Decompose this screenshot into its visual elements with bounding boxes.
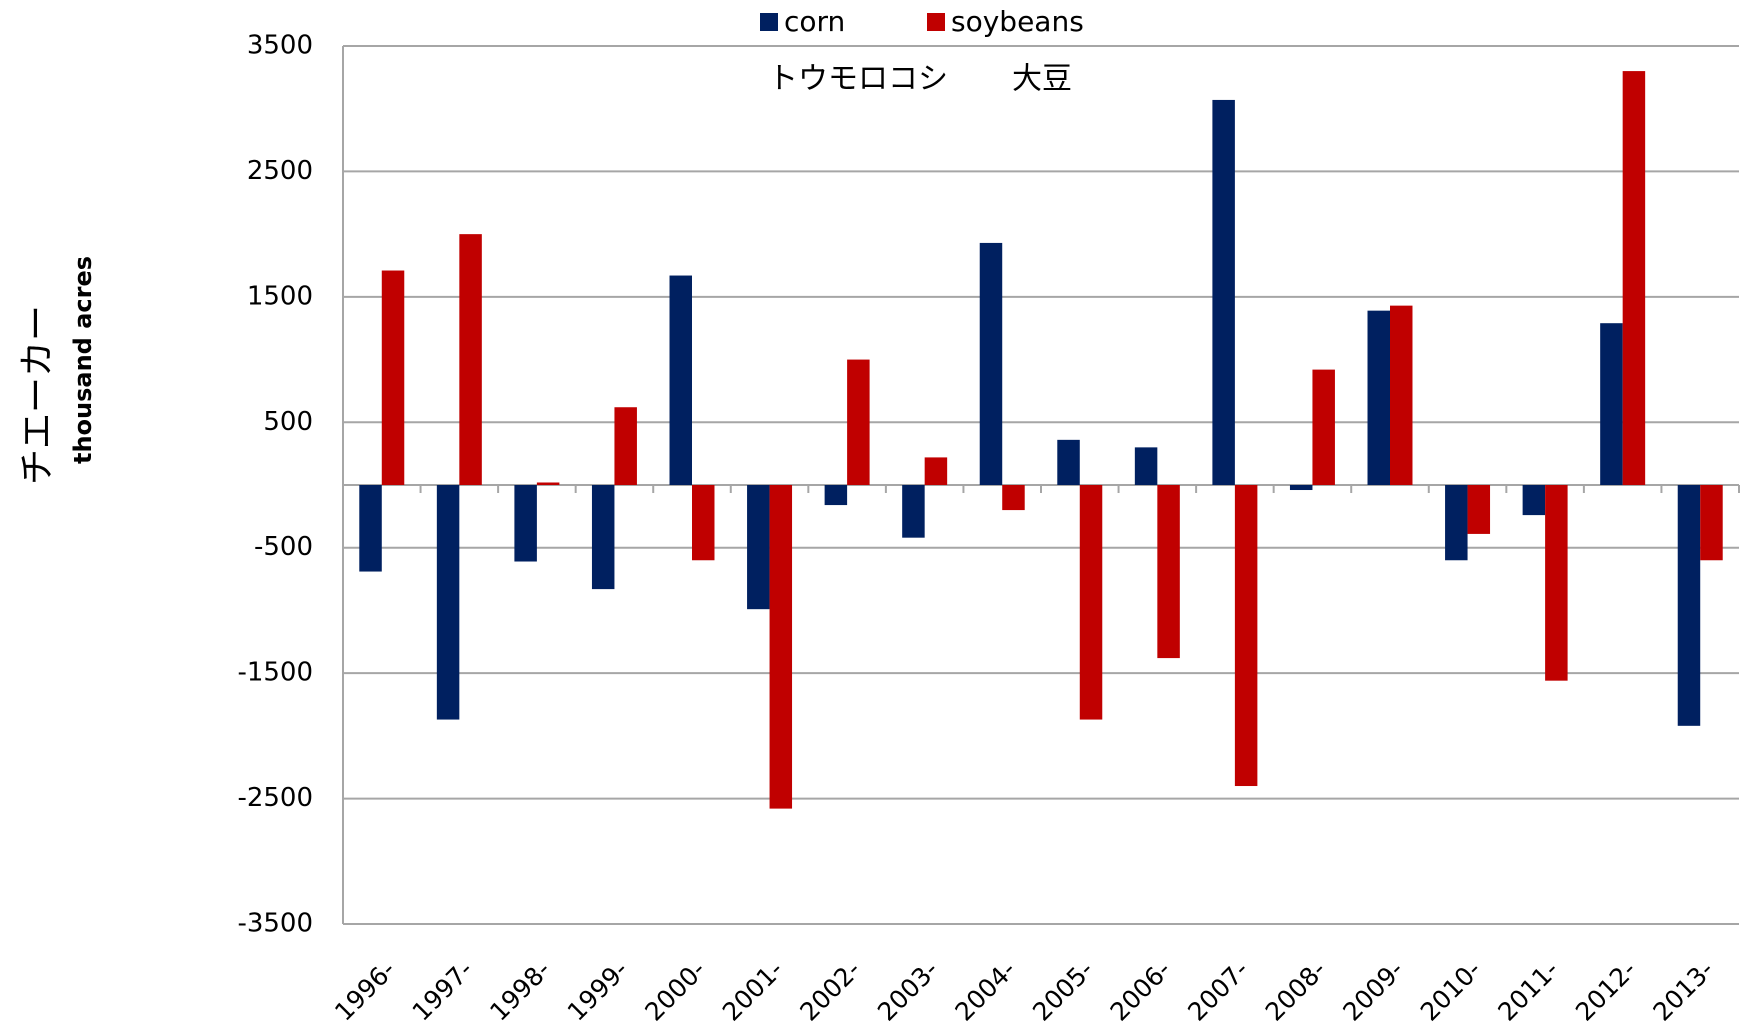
x-tick-label: 2002- [794, 955, 866, 1027]
x-tick-label: 2013- [1648, 955, 1720, 1027]
x-tick-label: 2001- [717, 955, 789, 1027]
bar [1522, 485, 1546, 516]
bar [1212, 99, 1235, 485]
bar [614, 407, 637, 485]
bar [514, 485, 537, 562]
x-tick-label: 2005- [1027, 955, 1099, 1027]
bar [1390, 305, 1413, 485]
bar [979, 242, 1003, 485]
x-tick-label: 2008- [1260, 955, 1332, 1027]
bar [1057, 439, 1080, 485]
x-tick-label: 1996- [329, 955, 401, 1027]
bar [902, 485, 925, 538]
bar [1002, 485, 1025, 511]
x-tick-label: 2009- [1337, 955, 1409, 1027]
bar [436, 485, 460, 720]
y-tick-label: -1500 [237, 658, 313, 688]
bar [692, 485, 715, 561]
bar [536, 482, 560, 485]
bar [1289, 485, 1313, 491]
legend-swatch [927, 13, 945, 31]
bar [1079, 485, 1103, 720]
y-tick-label: -3500 [237, 909, 313, 939]
bar [1545, 485, 1568, 681]
bar [1157, 485, 1180, 659]
bar [459, 234, 482, 485]
y-axis-sublabel: thousand acres [69, 256, 97, 464]
x-tick-label: 2000- [639, 955, 711, 1027]
x-tick-label: 2011- [1492, 955, 1564, 1027]
legend-label: soybeans [951, 5, 1084, 38]
y-tick-label: -500 [254, 532, 313, 562]
bar [1367, 310, 1390, 485]
x-tick-label: 2007- [1182, 955, 1254, 1027]
y-axis-label: チエーカー [17, 305, 58, 485]
bar [669, 275, 692, 485]
annotation: トウモロコシ [768, 62, 948, 97]
y-tick-label: 3500 [247, 31, 313, 61]
bar [847, 359, 870, 485]
bar [1312, 369, 1335, 485]
bar [359, 485, 382, 572]
x-tick-label: 2004- [950, 955, 1022, 1027]
bar [1600, 323, 1623, 485]
bar [769, 485, 793, 809]
bar [1622, 71, 1646, 485]
bar [824, 485, 848, 506]
bar [1445, 485, 1468, 561]
bar [1134, 447, 1158, 485]
bar [1234, 485, 1258, 787]
bar [1467, 485, 1491, 534]
x-tick-label: 1997- [407, 955, 479, 1027]
legend-swatch [760, 13, 778, 31]
x-tick-label: 2003- [872, 955, 944, 1027]
legend-label: corn [784, 5, 845, 38]
bar [381, 270, 405, 485]
x-tick-label: 1998- [484, 955, 556, 1027]
y-tick-label: -2500 [237, 783, 313, 813]
bar [747, 485, 770, 610]
y-tick-label: 1500 [247, 281, 313, 311]
x-tick-label: 2012- [1570, 955, 1642, 1027]
annotation: 大豆 [1012, 62, 1072, 97]
y-tick-label: 2500 [247, 156, 313, 186]
x-tick-label: 2006- [1105, 955, 1177, 1027]
x-tick-label: 1999- [562, 955, 634, 1027]
bar [924, 457, 948, 485]
x-tick-label: 2010- [1415, 955, 1487, 1027]
bar [1677, 485, 1701, 726]
bar [1700, 485, 1723, 561]
bar [591, 485, 615, 590]
y-tick-label: 500 [263, 407, 313, 437]
